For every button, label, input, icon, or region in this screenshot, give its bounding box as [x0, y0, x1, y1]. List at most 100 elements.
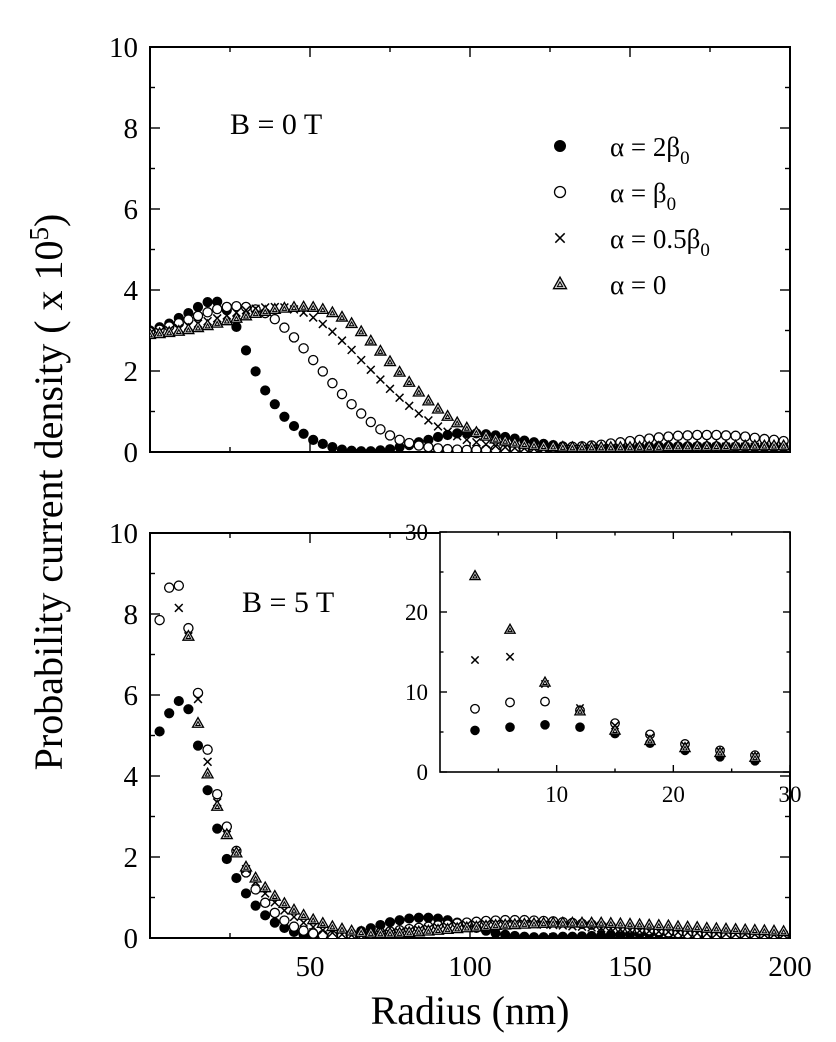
- top-point-alpha-0: [690, 439, 704, 451]
- top-point-alpha-0: [210, 316, 224, 328]
- bottom-point-alpha-0: [249, 870, 263, 883]
- legend-label-subscript: 0: [700, 240, 710, 261]
- bottom-point-alpha-0: [220, 827, 234, 840]
- legend-marker-alpha-0: [552, 275, 568, 290]
- bottom-point-alpha-2-0: [528, 932, 540, 938]
- top-point-alpha-2-0: [269, 399, 280, 410]
- bottom-point-alpha-0: [767, 924, 781, 936]
- top-point-alpha-0: [394, 434, 405, 446]
- bottom-x-tick-label: 200: [768, 951, 812, 983]
- top-point-alpha-2-0: [260, 385, 271, 396]
- bottom-point-alpha-2-0: [538, 932, 549, 938]
- bottom-point-alpha-0: [431, 923, 445, 935]
- top-point-alpha-0: [229, 311, 243, 323]
- top-point-alpha-0p5-0: [395, 393, 405, 403]
- bottom-point-alpha-0: [229, 845, 243, 858]
- top-point-alpha-0p5-0: [433, 422, 443, 431]
- legend-marker-alpha-0p5-0: [554, 232, 566, 244]
- legend-label-main: α = 0: [610, 270, 666, 300]
- bottom-point-alpha-2-0: [519, 931, 530, 938]
- bottom-point-alpha-0: [661, 918, 675, 931]
- top-y-tick-label: 4: [124, 275, 139, 307]
- bottom-point-alpha-0: [748, 923, 762, 935]
- top-point-alpha-0p5-0: [308, 313, 318, 322]
- top-point-alpha-0p5-0: [356, 355, 366, 365]
- top-point-alpha-0: [365, 416, 377, 428]
- top-point-alpha-0: [393, 365, 407, 377]
- top-point-alpha-0p5-0: [452, 431, 462, 441]
- inset-point-alpha-2-0: [470, 725, 480, 736]
- top-point-alpha-0: [172, 324, 186, 336]
- bottom-point-alpha-2-0: [509, 930, 520, 938]
- bottom-point-alpha-0: [729, 922, 743, 935]
- bottom-point-alpha-0p5-0: [193, 694, 203, 704]
- top-point-alpha-0: [239, 308, 253, 321]
- legend-label-subscript: 0: [680, 148, 690, 169]
- bottom-point-alpha-2-0: [250, 900, 261, 911]
- bottom-point-alpha-2-0: [154, 726, 165, 737]
- legend-item-alpha-0: α = β0: [553, 178, 676, 215]
- inset-data-marks: [468, 569, 762, 766]
- y-axis-title-exponent: 5: [24, 227, 54, 241]
- top-point-alpha-0: [277, 301, 291, 313]
- bottom-point-alpha-0: [335, 922, 349, 934]
- legend-marker-alpha-2-0: [554, 140, 566, 152]
- top-point-alpha-0: [402, 375, 416, 387]
- top-point-alpha-0: [461, 444, 473, 452]
- top-point-alpha-0: [211, 303, 223, 315]
- bottom-point-alpha-0: [173, 580, 185, 591]
- bottom-point-alpha-0: [345, 924, 359, 936]
- bottom-point-alpha-2-0: [173, 695, 184, 707]
- inset-point-alpha-0p5-0: [470, 655, 480, 665]
- top-point-alpha-0p5-0: [404, 401, 414, 411]
- bottom-y-tick-label: 8: [124, 599, 139, 631]
- top-point-alpha-0: [700, 439, 714, 451]
- bottom-point-alpha-2-0: [576, 931, 588, 938]
- y-axis-title: Probability current density ( x 105): [24, 214, 71, 771]
- bottom-point-alpha-0: [181, 629, 195, 641]
- bottom-point-alpha-0: [671, 919, 685, 932]
- top-point-alpha-0: [681, 439, 695, 452]
- bottom-point-alpha-0: [757, 923, 771, 936]
- bottom-series-alpha-0: [181, 629, 790, 938]
- legend-item-alpha-2-0: α = 2β0: [554, 132, 690, 169]
- inset-point-alpha-0p5-0: [505, 652, 515, 661]
- top-point-alpha-0: [181, 322, 195, 335]
- bottom-point-alpha-2-0: [221, 853, 232, 865]
- top-point-alpha-0: [709, 439, 723, 451]
- bottom-point-alpha-0: [546, 915, 560, 928]
- bottom-point-alpha-0: [298, 925, 309, 936]
- bottom-point-alpha-0: [192, 687, 204, 699]
- bottom-y-tick-label: 2: [124, 842, 139, 874]
- bottom-point-alpha-2-0: [423, 912, 434, 923]
- top-point-alpha-0: [306, 300, 320, 312]
- bottom-point-alpha-2-0: [567, 931, 578, 938]
- top-point-alpha-2-0: [432, 431, 444, 443]
- bottom-point-alpha-0p5-0: [203, 757, 213, 767]
- bottom-point-alpha-0: [239, 860, 253, 872]
- inset-point-alpha-0: [713, 746, 727, 758]
- bottom-point-alpha-0: [777, 924, 790, 937]
- top-point-alpha-0: [623, 440, 637, 452]
- top-point-alpha-0: [757, 438, 771, 451]
- bottom-point-alpha-0: [201, 766, 215, 779]
- inset-point-alpha-0: [538, 675, 552, 687]
- top-point-alpha-0: [546, 439, 560, 452]
- top-point-alpha-0: [191, 320, 205, 333]
- legend-item-alpha-0p5-0: α = 0.5β0: [554, 224, 710, 261]
- top-point-alpha-2-0: [308, 434, 319, 445]
- bottom-point-alpha-0: [690, 920, 704, 933]
- top-point-alpha-0: [423, 441, 434, 452]
- top-point-alpha-0: [527, 438, 541, 451]
- top-point-alpha-0: [682, 430, 693, 441]
- bottom-point-alpha-0: [421, 924, 435, 936]
- bottom-point-alpha-0: [469, 919, 483, 932]
- bottom-point-alpha-0: [306, 912, 320, 925]
- bottom-point-alpha-0: [277, 896, 291, 909]
- bottom-point-alpha-0: [460, 920, 474, 933]
- top-point-alpha-0p5-0: [471, 437, 481, 447]
- legend-label-main: α = 0.5β: [610, 224, 700, 254]
- legend-label-main: α = β: [610, 178, 667, 208]
